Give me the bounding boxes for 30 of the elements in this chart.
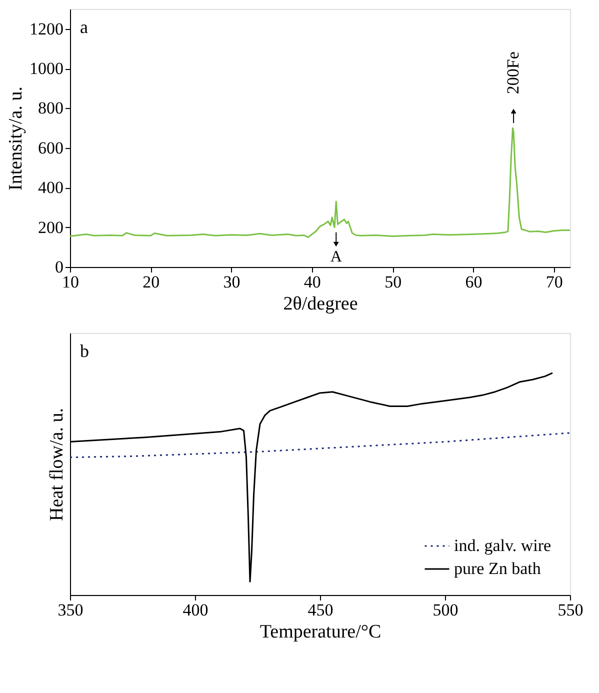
annotation: 200Fe — [504, 52, 523, 94]
text: b — [80, 341, 89, 361]
x-tick-label: 60 — [465, 272, 482, 292]
x-tick-label: 70 — [546, 272, 563, 292]
x-tick-label: 450 — [308, 600, 334, 620]
y-tick-label: 200 — [38, 218, 64, 237]
x-tick-label: 10 — [62, 272, 79, 292]
x-tick-label: 20 — [142, 272, 160, 292]
y-axis-title: Intensity/a. u. — [6, 86, 26, 190]
x-axis-title: 2θ/degree — [283, 294, 358, 314]
y-tick-label: 1200 — [30, 19, 64, 38]
x-tick-label: 400 — [182, 600, 208, 620]
y-tick-label: 600 — [38, 138, 64, 158]
x-tick-label: 500 — [432, 600, 458, 620]
x-tick-label: 350 — [58, 600, 84, 620]
legend-label: pure Zn bath — [454, 559, 542, 578]
x-tick-label: 50 — [384, 272, 402, 292]
line-series — [70, 127, 570, 238]
x-tick-label: 550 — [558, 600, 584, 620]
annotation: a — [80, 17, 88, 37]
y-tick-label: 0 — [55, 258, 64, 276]
annotation: A — [330, 248, 342, 266]
legend-label: ind. galv. wire — [454, 536, 552, 555]
y-axis-title: Heat flow/a. u. — [46, 408, 68, 521]
y-tick-label: 400 — [38, 178, 64, 198]
y-tick-label: 1000 — [30, 59, 64, 78]
y-tick-label: 800 — [38, 98, 64, 118]
x-tick-label: 40 — [304, 272, 321, 292]
x-axis-title: Temperature/°C — [260, 622, 382, 642]
x-tick-label: 30 — [223, 272, 240, 292]
